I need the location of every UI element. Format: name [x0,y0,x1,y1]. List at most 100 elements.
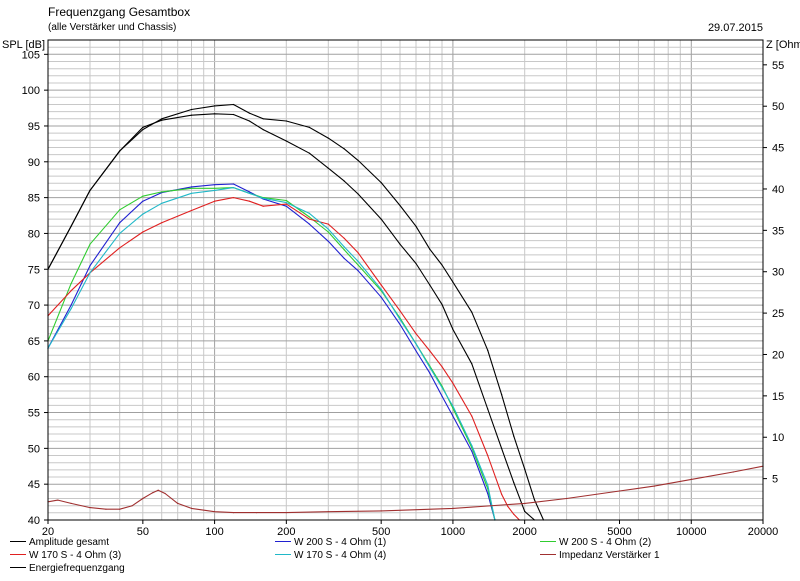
y-tick-label: 45 [28,479,40,491]
data-point [441,386,443,389]
data-point [285,511,287,514]
data-point [452,281,454,283]
data-point [429,284,431,286]
data-point [429,248,431,250]
data-point [248,112,250,114]
data-point [471,415,473,417]
legend-item: Energiefrequenzgang [10,563,125,575]
data-point [327,167,329,169]
data-point [452,405,454,407]
data-point [429,366,431,368]
data-point [533,499,536,501]
legend-swatch [10,566,26,568]
data-point [653,485,655,487]
data-point [327,223,329,225]
series-line [47,197,520,521]
legend-label: Impedanz Verstärker 1 [559,550,660,561]
data-point [248,191,250,193]
data-point [285,140,287,142]
y2-tick-label: 35 [772,225,784,237]
data-point [732,471,734,473]
y-axis-label: SPL [dB] [2,39,45,51]
data-point [415,333,417,335]
data-point [501,493,503,495]
data-point [142,129,144,131]
y-tick-label: 75 [28,264,40,276]
y-tick-label: 95 [28,121,40,133]
data-point [343,237,345,239]
series-5 [47,187,496,521]
data-point [70,225,72,227]
x-tick-label: 20000 [748,526,779,538]
data-point [119,508,121,510]
data-point [262,205,264,207]
data-point [232,113,235,116]
x-tick-label: 200 [277,526,295,538]
legend-swatch [275,540,291,542]
data-point [152,492,154,494]
data-point [415,262,417,265]
data-point [119,222,121,224]
data-point [285,205,287,207]
data-point [524,502,526,504]
y-tick-label: 70 [28,300,40,312]
data-point [262,129,264,131]
data-point [89,243,91,245]
x-tick-label: 50 [137,526,149,538]
data-point [380,288,382,290]
data-point [161,119,163,121]
data-point [380,510,382,512]
data-point [262,197,264,199]
data-point [142,231,144,233]
data-point [487,492,489,495]
data-point [119,150,121,152]
data-point [105,508,107,510]
legend-item: Amplitude gesamt [10,537,109,549]
data-point [501,394,503,396]
data-point [214,511,216,513]
x-tick-label: 2000 [512,526,536,538]
data-point [399,310,401,312]
data-point [285,203,287,205]
series-3 [47,187,496,521]
legend-label: W 170 S - 4 Ohm (3) [29,550,122,561]
y-tick-label: 105 [22,49,40,61]
data-point [452,415,454,417]
data-point [415,350,417,352]
x-tick-label: 1000 [441,526,465,538]
data-point [357,252,359,254]
x-tick-label: 500 [372,526,390,538]
data-point [177,502,179,504]
data-point [248,120,250,122]
data-point [441,264,443,266]
data-point [452,328,454,330]
grid-layer [48,40,763,520]
y-tick-label: 50 [28,443,40,455]
data-point [161,191,163,193]
data-point [357,193,359,195]
legend-label: W 170 S - 4 Ohm (4) [294,550,387,561]
data-point [429,350,431,352]
data-point [142,200,144,202]
data-point [157,489,159,491]
data-point [308,152,310,154]
y2-tick-label: 20 [772,349,784,361]
data-point [119,247,121,249]
data-point [142,213,144,215]
data-point [357,159,359,161]
y2-tick-label: 15 [772,391,784,403]
data-point [429,372,431,374]
x-tick-label: 20 [42,526,54,538]
chart-title: Frequenzgang Gesamtbox [48,5,191,19]
y2-axis-label: Z [Ohm] [766,39,800,51]
data-point [214,189,216,191]
data-point [471,363,473,365]
data-point [399,318,401,320]
x-tick-label: 10000 [676,526,707,538]
data-point [89,265,91,267]
data-point [89,272,91,274]
data-point [441,366,443,368]
series-line [47,113,535,521]
legend-label: Amplitude gesamt [29,537,110,548]
data-point [524,510,526,512]
